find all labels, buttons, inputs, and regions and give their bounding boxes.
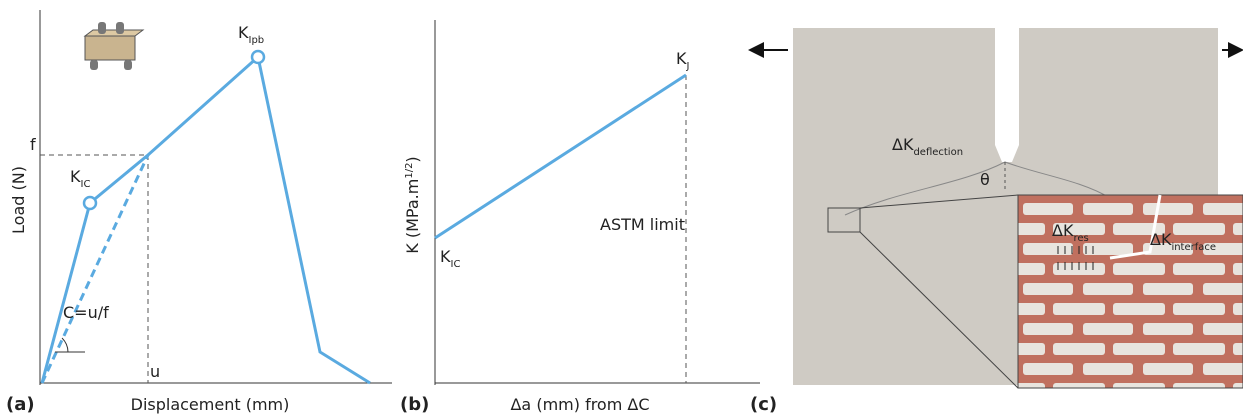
inset-microstructure (1017, 194, 1243, 389)
stress-arrows (1057, 246, 1094, 270)
panel-a: f u KIC KIpb C=u/f (a) Displacement (mm)… (6, 10, 392, 415)
r-curve (434, 73, 687, 240)
theta-label: θ (980, 170, 990, 189)
zoom-line (859, 194, 1019, 209)
panel-b: KIC KJ ASTM limit (b) Δa (mm) from ΔC K … (400, 20, 760, 415)
load-curve (40, 54, 371, 385)
y-axis-label: Load (N) (9, 166, 28, 234)
marker (82, 195, 98, 211)
marker (250, 49, 266, 65)
f-label: f (30, 135, 36, 154)
compliance-label: C=u/f (63, 303, 109, 322)
k-deflection-label: ΔKdeflection (892, 135, 963, 158)
inset-crack (1109, 194, 1162, 260)
u-label: u (150, 362, 160, 381)
panel-label: (c) (750, 394, 777, 415)
panel-label: (a) (6, 394, 35, 415)
panel-label: (b) (400, 394, 429, 415)
x-axis-label: Δa (mm) from ΔC (510, 395, 649, 414)
y-axis-label: K (MPa.m1/2) (403, 156, 422, 253)
k-ipb-label: KIpb (238, 23, 264, 46)
k-ic-label: KIC (440, 247, 460, 270)
compliance-line (40, 154, 150, 384)
x-axis-label: Displacement (mm) (131, 395, 290, 414)
k-res-label: ΔKres (1052, 221, 1089, 244)
astm-label: ASTM limit (600, 215, 685, 234)
angle-arc (61, 337, 69, 353)
zoom-line (859, 231, 1019, 389)
panel-c: ΔKdeflection θ ΔKres ΔKinterface (c) (748, 28, 1243, 415)
specimen-icon (83, 22, 145, 70)
k-interface-label: ΔKinterface (1150, 230, 1216, 253)
crack-path (844, 161, 1111, 216)
k-ic-label: KIC (70, 167, 90, 190)
zoom-box (827, 207, 861, 233)
k-j-label: KJ (676, 49, 689, 72)
